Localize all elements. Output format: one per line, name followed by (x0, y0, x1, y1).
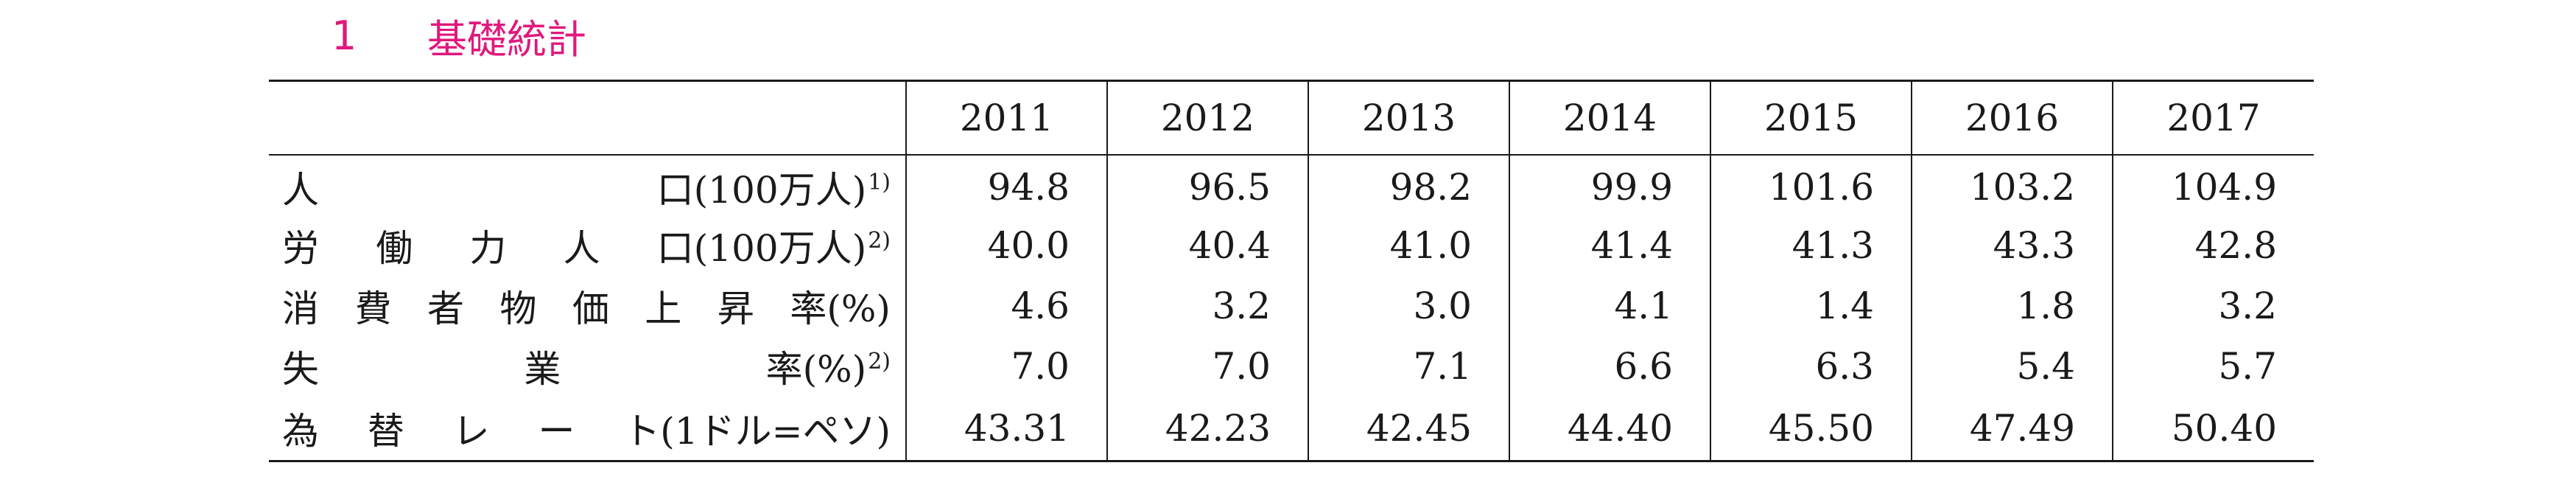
value-cell: 42.8 (2112, 215, 2314, 276)
row-label-char: レ (452, 409, 490, 453)
value-cell: 4.6 (905, 275, 1107, 336)
row-label-char: 労 (282, 226, 319, 270)
row-label-char: 人 (282, 169, 319, 212)
value-cell: 41.3 (1710, 215, 1912, 276)
row-label-tail: 率(%)2) (766, 340, 891, 393)
row-label-char: 替 (367, 409, 404, 453)
row-label-tail: ト(1ドル=ペソ) (623, 402, 891, 455)
year-header: 2015 (1710, 80, 1912, 156)
year-header: 2017 (2112, 80, 2314, 156)
row-label-char: 上 (645, 287, 682, 330)
value-cell: 41.4 (1509, 215, 1710, 276)
row-footnote-mark: 2) (868, 227, 891, 254)
row-label-tail: 率(%) (790, 279, 891, 332)
row-label-char: 消 (282, 287, 319, 330)
value-cell: 6.3 (1710, 335, 1912, 397)
value-cell: 3.2 (2112, 275, 2314, 336)
value-cell: 98.2 (1308, 154, 1509, 215)
row-label-char: 働 (376, 226, 413, 270)
section-heading: 1 基礎統計 (331, 6, 586, 65)
value-cell: 1.4 (1710, 275, 1912, 336)
row-label: 為 替 レ ー ト(1ドル=ペソ) (269, 396, 906, 462)
year-header: 2012 (1106, 80, 1308, 156)
value-cell: 42.45 (1308, 396, 1509, 462)
value-cell: 5.4 (1911, 335, 2113, 397)
table-row: 為 替 レ ー ト(1ドル=ペソ) 43.31 42.23 42.45 44.40 45.50 47… (269, 396, 2314, 462)
row-label-char: 失 (282, 347, 319, 391)
row-label-char: 人 (563, 226, 600, 270)
year-header: 2016 (1911, 80, 2113, 156)
row-label-char: 昇 (717, 287, 754, 330)
table-row: 人 口(100万人)1) 94.8 96.5 98.2 99.9 101.6 103.2 104… (269, 154, 2314, 215)
row-label-char: 価 (572, 287, 609, 330)
value-cell: 1.8 (1911, 275, 2113, 336)
header-label-cell (269, 80, 906, 156)
table-row: 労 働 力 人 口(100万人)2) 40.0 40.4 41.0 41.4 41.3 43.3 42… (269, 215, 2314, 276)
value-cell: 43.31 (905, 396, 1107, 462)
row-label-char: 者 (427, 287, 464, 330)
row-label-char: 力 (469, 226, 507, 270)
value-cell: 47.49 (1911, 396, 2113, 462)
row-label-char: 費 (354, 287, 392, 330)
row-unit: (100万人) (693, 169, 867, 212)
row-label-char: 率 (790, 287, 827, 330)
row-label: 労 働 力 人 口(100万人)2) (269, 215, 906, 276)
row-unit: (1ドル=ペソ) (660, 409, 891, 453)
value-cell: 44.40 (1509, 396, 1710, 462)
value-cell: 41.0 (1308, 215, 1509, 276)
row-unit: (%) (827, 287, 891, 330)
row-label-char: 為 (282, 409, 319, 453)
value-cell: 94.8 (905, 154, 1107, 215)
table-body: 人口(100万人)1) 94.8 96.5 98.2 99.9 101.6 103.2 104… (269, 154, 2314, 462)
value-cell: 42.23 (1106, 396, 1308, 462)
value-cell: 7.0 (1106, 335, 1308, 397)
row-unit: (%) (802, 347, 867, 391)
row-footnote-mark: 2) (868, 348, 891, 374)
row-label-char: 口 (656, 226, 694, 270)
value-cell: 7.1 (1308, 335, 1509, 397)
table-row: 消費者物価上昇率(%) 4.6 3.2 3.0 4.1 1.4 1.8 3.2 (269, 275, 2314, 336)
value-cell: 43.3 (1911, 215, 2113, 276)
value-cell: 104.9 (2112, 154, 2314, 215)
row-footnote-mark: 1) (868, 170, 891, 195)
row-label: 消費者物価上昇率(%) (269, 276, 906, 336)
row-label-char: 物 (499, 287, 537, 330)
year-header: 2011 (905, 80, 1107, 156)
value-cell: 45.50 (1710, 396, 1912, 462)
value-cell: 99.9 (1509, 154, 1710, 215)
table-row: 失業率(%)2) 7.0 7.0 7.1 6.6 6.3 5.4 5.7 (269, 335, 2314, 397)
row-label-char: 率 (765, 347, 803, 391)
row-label-char: ー (538, 409, 575, 453)
row-label-char: 口 (656, 169, 694, 212)
year-header: 2013 (1308, 80, 1509, 156)
row-label-char: 業 (524, 347, 561, 391)
basic-statistics-table: 2011 2012 2013 2014 2015 2016 2017 人口(10… (269, 80, 2314, 462)
year-header: 2014 (1509, 80, 1710, 156)
value-cell: 50.40 (2112, 396, 2314, 462)
value-cell: 103.2 (1911, 154, 2113, 215)
section-title: 基礎統計 (427, 15, 586, 63)
value-cell: 40.0 (905, 215, 1107, 276)
value-cell: 5.7 (2112, 335, 2314, 397)
section-number: 1 (331, 12, 357, 59)
value-cell: 3.0 (1308, 275, 1509, 336)
row-label: 失 業 率(%)2) (269, 336, 906, 397)
header-row: 2011 2012 2013 2014 2015 2016 2017 (269, 80, 2314, 156)
value-cell: 101.6 (1710, 154, 1912, 215)
row-label-tail: 口(100万人)2) (657, 219, 891, 272)
value-cell: 96.5 (1106, 154, 1308, 215)
row-label-tail: 口(100万人)1) (657, 161, 891, 214)
row-label: 人 口(100万人)1) (269, 155, 906, 215)
row-unit: (100万人) (693, 226, 867, 270)
value-cell: 3.2 (1106, 275, 1308, 336)
value-cell: 40.4 (1106, 215, 1308, 276)
row-label-char: ト (623, 409, 661, 453)
value-cell: 7.0 (905, 335, 1107, 397)
value-cell: 6.6 (1509, 335, 1710, 397)
value-cell: 4.1 (1509, 275, 1710, 336)
